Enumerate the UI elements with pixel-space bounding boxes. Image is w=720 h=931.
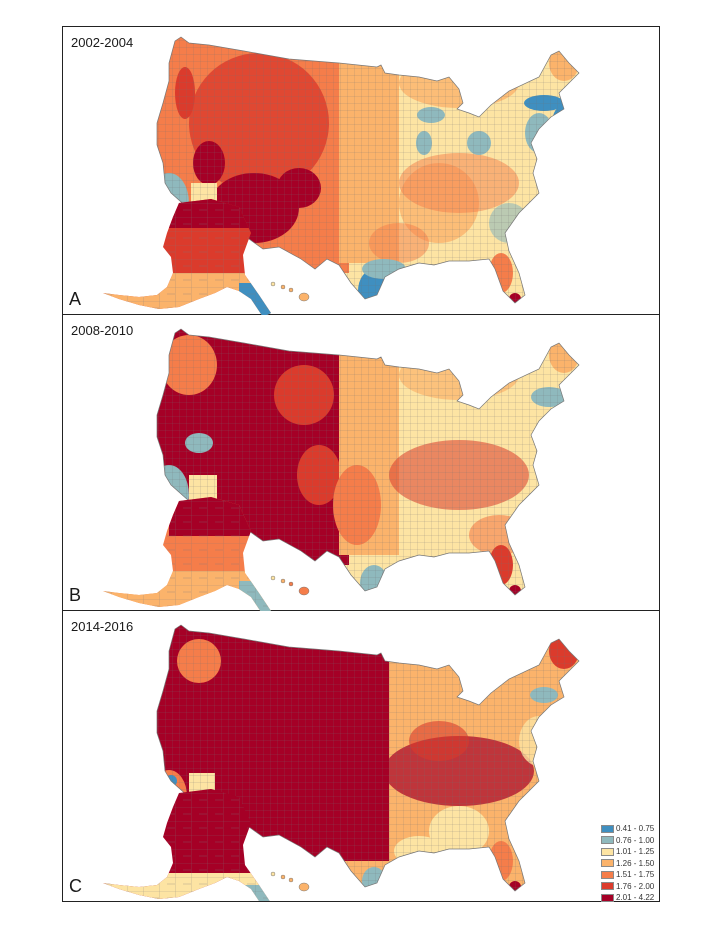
legend-label: 0.41 - 0.75 [616, 824, 655, 834]
legend-swatch [601, 859, 614, 868]
hawaii [270, 281, 310, 302]
legend-item: 1.51 - 1.75 [601, 869, 654, 881]
map-figure: 2002-2004 A [62, 26, 660, 902]
legend-label: 2.01 - 4.22 [616, 893, 655, 903]
panel-letter: B [69, 585, 82, 605]
legend-label: 0.76 - 1.00 [616, 835, 655, 845]
legend-item: 1.01 - 1.25 [601, 846, 654, 858]
legend-swatch [601, 882, 614, 891]
choropleth-map [103, 624, 580, 901]
legend-label: 1.26 - 1.50 [616, 858, 655, 868]
panel-letter: A [69, 289, 82, 309]
legend-swatch [601, 836, 614, 845]
period-label: 2014-2016 [71, 619, 134, 634]
period-label: 2008-2010 [71, 323, 134, 338]
legend-label: 1.01 - 1.25 [616, 847, 655, 857]
hawaii [270, 575, 310, 596]
legend-label: 1.51 - 1.75 [616, 870, 655, 880]
legend-item: 1.76 - 2.00 [601, 881, 654, 893]
legend-item: 2.01 - 4.22 [601, 892, 654, 904]
hawaii [270, 871, 310, 892]
panel-c: 2014-2016 C [63, 611, 659, 904]
choropleth-map [103, 328, 580, 611]
period-label: 2002-2004 [71, 35, 134, 50]
panel-letter: C [69, 876, 82, 896]
panel-b: 2008-2010 B [63, 315, 659, 611]
legend-item: 0.41 - 0.75 [601, 823, 654, 835]
legend-swatch [601, 870, 614, 879]
legend: 0.41 - 0.75 0.76 - 1.00 1.01 - 1.25 1.26… [601, 823, 654, 904]
panel-a: 2002-2004 A [63, 27, 659, 315]
legend-swatch [601, 893, 614, 902]
legend-swatch [601, 847, 614, 856]
legend-item: 1.26 - 1.50 [601, 858, 654, 870]
legend-swatch [601, 824, 614, 833]
legend-item: 0.76 - 1.00 [601, 835, 654, 847]
choropleth-map [103, 36, 580, 315]
legend-label: 1.76 - 2.00 [616, 881, 655, 891]
